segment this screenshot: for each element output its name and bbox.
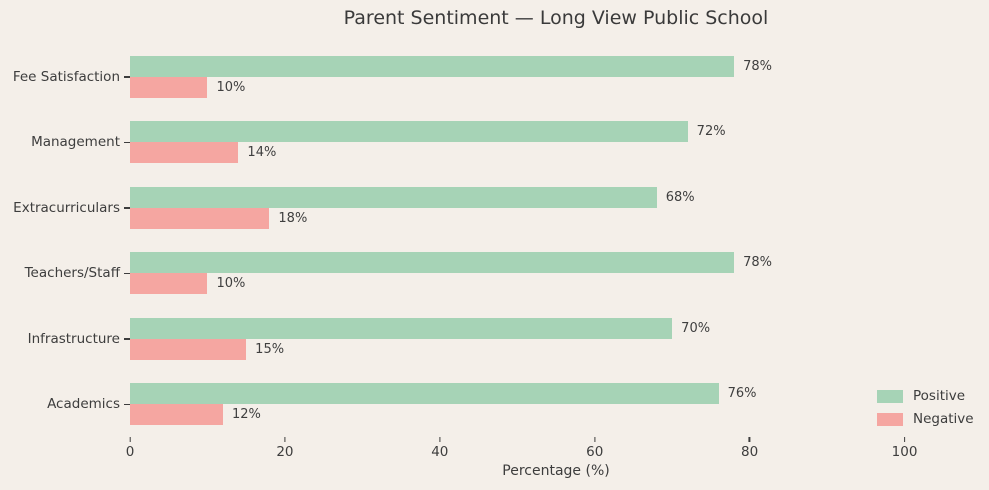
- x-tick-mark: [593, 437, 596, 442]
- category-label: Fee Satisfaction: [12, 68, 120, 85]
- y-label-cell: Teachers/Staff: [0, 265, 130, 281]
- bar-value-label: 18%: [278, 210, 308, 226]
- x-tick: 0: [125, 437, 135, 460]
- positive-bar: [130, 121, 688, 143]
- y-tick-mark: [124, 141, 130, 143]
- bar-group: 68% 18%: [130, 186, 982, 229]
- x-axis-label: Percentage (%): [502, 463, 610, 479]
- x-tick: 100: [891, 437, 918, 460]
- y-tick-mark: [124, 338, 130, 340]
- negative-bar: [130, 207, 270, 229]
- x-tick-label: 80: [741, 444, 759, 460]
- y-label-cell: Management: [0, 134, 130, 150]
- bar-line: 76%: [130, 383, 982, 405]
- category-label: Infrastructure: [27, 330, 120, 347]
- bar-line: 72%: [130, 121, 982, 143]
- legend-entry: Negative: [877, 411, 974, 427]
- bar-value-label: 68%: [665, 189, 695, 205]
- bar-group: 78% 10%: [130, 55, 982, 98]
- bar-line: 12%: [130, 404, 982, 426]
- category-label: Extracurriculars: [13, 199, 120, 216]
- bar-value-label: 70%: [681, 320, 711, 336]
- y-tick-mark: [124, 76, 130, 78]
- bar-value-label: 72%: [696, 124, 726, 140]
- bar-value-label: 76%: [727, 386, 757, 402]
- positive-bar: [130, 317, 673, 339]
- legend-entry-label: Negative: [913, 411, 974, 427]
- y-label-cell: Fee Satisfaction: [0, 69, 130, 85]
- bar-line: 10%: [130, 273, 982, 295]
- y-label-cell: Academics: [0, 396, 130, 412]
- x-tick-label: 0: [125, 444, 135, 460]
- legend: Positive Negative: [877, 388, 974, 427]
- category-row: Teachers/Staff 78% 10%: [0, 241, 982, 307]
- y-label-cell: Extracurriculars: [0, 200, 130, 216]
- bar-line: 14%: [130, 142, 982, 164]
- x-tick-mark: [903, 437, 906, 442]
- category-label: Management: [31, 134, 120, 151]
- bar-value-label: 78%: [743, 58, 773, 74]
- x-tick-label: 60: [586, 444, 604, 460]
- positive-bar: [130, 55, 735, 77]
- bar-line: 78%: [130, 252, 982, 274]
- positive-legend-swatch: [877, 389, 903, 403]
- category-label: Teachers/Staff: [24, 265, 120, 282]
- category-row: Fee Satisfaction 78% 10%: [0, 44, 982, 110]
- bar-line: 78%: [130, 55, 982, 77]
- y-label-cell: Infrastructure: [0, 331, 130, 347]
- negative-bar: [130, 404, 223, 426]
- bar-line: 70%: [130, 317, 982, 339]
- category-row: Infrastructure 70% 15%: [0, 306, 982, 372]
- category-row: Extracurriculars 68% 18%: [0, 175, 982, 241]
- category-row: Academics 76% 12%: [0, 372, 982, 438]
- bar-line: 18%: [130, 207, 982, 229]
- negative-bar: [130, 76, 208, 98]
- legend-entry-label: Positive: [913, 388, 966, 404]
- bar-line: 10%: [130, 76, 982, 98]
- x-tick: 80: [741, 437, 758, 460]
- x-tick-label: 40: [431, 444, 449, 460]
- x-axis: 0 20 40 60 80 100: [126, 437, 982, 461]
- bar-value-label: 12%: [231, 407, 261, 423]
- x-tick-mark: [284, 437, 286, 442]
- bar-group: 70% 15%: [130, 317, 982, 360]
- category-row: Management 72% 14%: [0, 110, 982, 176]
- negative-bar: [130, 338, 247, 360]
- category-label: Academics: [47, 396, 120, 413]
- positive-bar: [130, 383, 719, 405]
- chart-title: Parent Sentiment — Long View Public Scho…: [343, 7, 769, 29]
- x-tick-label: 100: [891, 444, 918, 460]
- bar-value-label: 14%: [247, 145, 277, 161]
- bar-line: 15%: [130, 338, 982, 360]
- x-tick: 60: [586, 437, 603, 460]
- x-tick-label: 20: [276, 444, 294, 460]
- legend-entry: Positive: [877, 388, 974, 404]
- positive-bar: [130, 252, 735, 274]
- y-tick-mark: [124, 403, 130, 405]
- bar-value-label: 78%: [743, 255, 773, 271]
- x-tick-mark: [129, 437, 131, 442]
- bar-line: 68%: [130, 186, 982, 208]
- bar-group: 78% 10%: [130, 252, 982, 295]
- positive-bar: [130, 186, 657, 208]
- plot-area: Fee Satisfaction 78% 10% Management 72% 14% Ex…: [0, 44, 982, 437]
- negative-legend-swatch: [877, 412, 903, 426]
- bar-value-label: 10%: [216, 276, 246, 292]
- bar-value-label: 10%: [216, 79, 246, 95]
- y-tick-mark: [124, 207, 130, 209]
- y-tick-mark: [124, 272, 130, 274]
- x-tick-mark: [748, 437, 751, 442]
- x-tick: 40: [431, 437, 448, 460]
- negative-bar: [130, 142, 239, 164]
- bar-group: 76% 12%: [130, 383, 982, 426]
- bar-value-label: 15%: [255, 341, 285, 357]
- x-tick: 20: [276, 437, 294, 460]
- bar-group: 72% 14%: [130, 121, 982, 164]
- negative-bar: [130, 273, 208, 295]
- x-tick-mark: [439, 437, 441, 442]
